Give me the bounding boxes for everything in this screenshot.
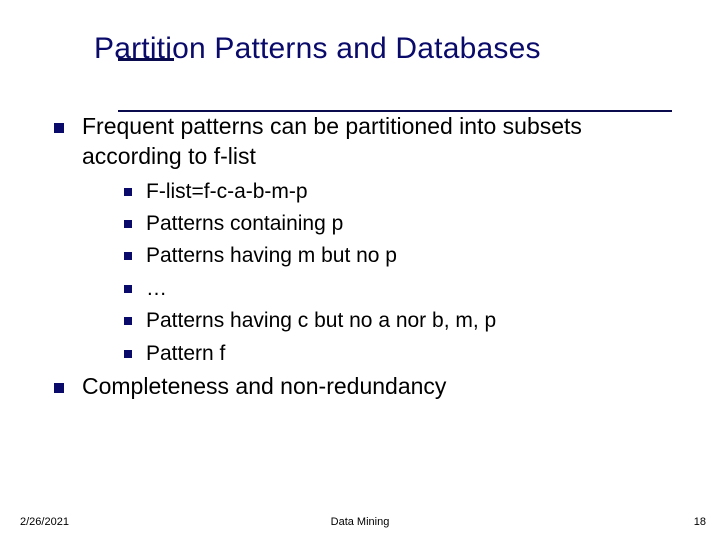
square-bullet-icon (54, 383, 64, 393)
bullet-text: F-list=f-c-a-b-m-p (146, 178, 308, 206)
bullet-lvl1: Completeness and non-redundancy (54, 372, 680, 402)
bullet-text: Patterns having m but no p (146, 242, 397, 270)
title-block: Partition Patterns and Databases (94, 32, 680, 66)
bullet-lvl2: F-list=f-c-a-b-m-p (124, 178, 680, 206)
square-bullet-icon (124, 188, 132, 196)
slide: Partition Patterns and Databases Frequen… (0, 0, 720, 540)
footer-page-number: 18 (694, 516, 706, 528)
bullet-lvl1: Frequent patterns can be partitioned int… (54, 112, 680, 172)
bullet-lvl2: … (124, 275, 680, 303)
square-bullet-icon (124, 317, 132, 325)
bullet-text: Completeness and non-redundancy (82, 372, 446, 402)
title-accent-rule (118, 58, 174, 61)
bullet-text: … (146, 275, 167, 303)
bullet-text: Patterns containing p (146, 210, 343, 238)
bullet-lvl2: Pattern f (124, 340, 680, 368)
bullet-lvl2: Patterns containing p (124, 210, 680, 238)
sub-bullet-group: F-list=f-c-a-b-m-p Patterns containing p… (124, 178, 680, 368)
square-bullet-icon (124, 252, 132, 260)
footer-center: Data Mining (0, 516, 720, 528)
bullet-text: Pattern f (146, 340, 225, 368)
bullet-text: Patterns having c but no a nor b, m, p (146, 307, 496, 335)
content-area: Frequent patterns can be partitioned int… (54, 112, 680, 408)
square-bullet-icon (124, 350, 132, 358)
square-bullet-icon (124, 220, 132, 228)
square-bullet-icon (54, 123, 64, 133)
bullet-lvl2: Patterns having m but no p (124, 242, 680, 270)
bullet-text: Frequent patterns can be partitioned int… (82, 112, 680, 172)
bullet-lvl2: Patterns having c but no a nor b, m, p (124, 307, 680, 335)
slide-title: Partition Patterns and Databases (94, 32, 680, 66)
square-bullet-icon (124, 285, 132, 293)
